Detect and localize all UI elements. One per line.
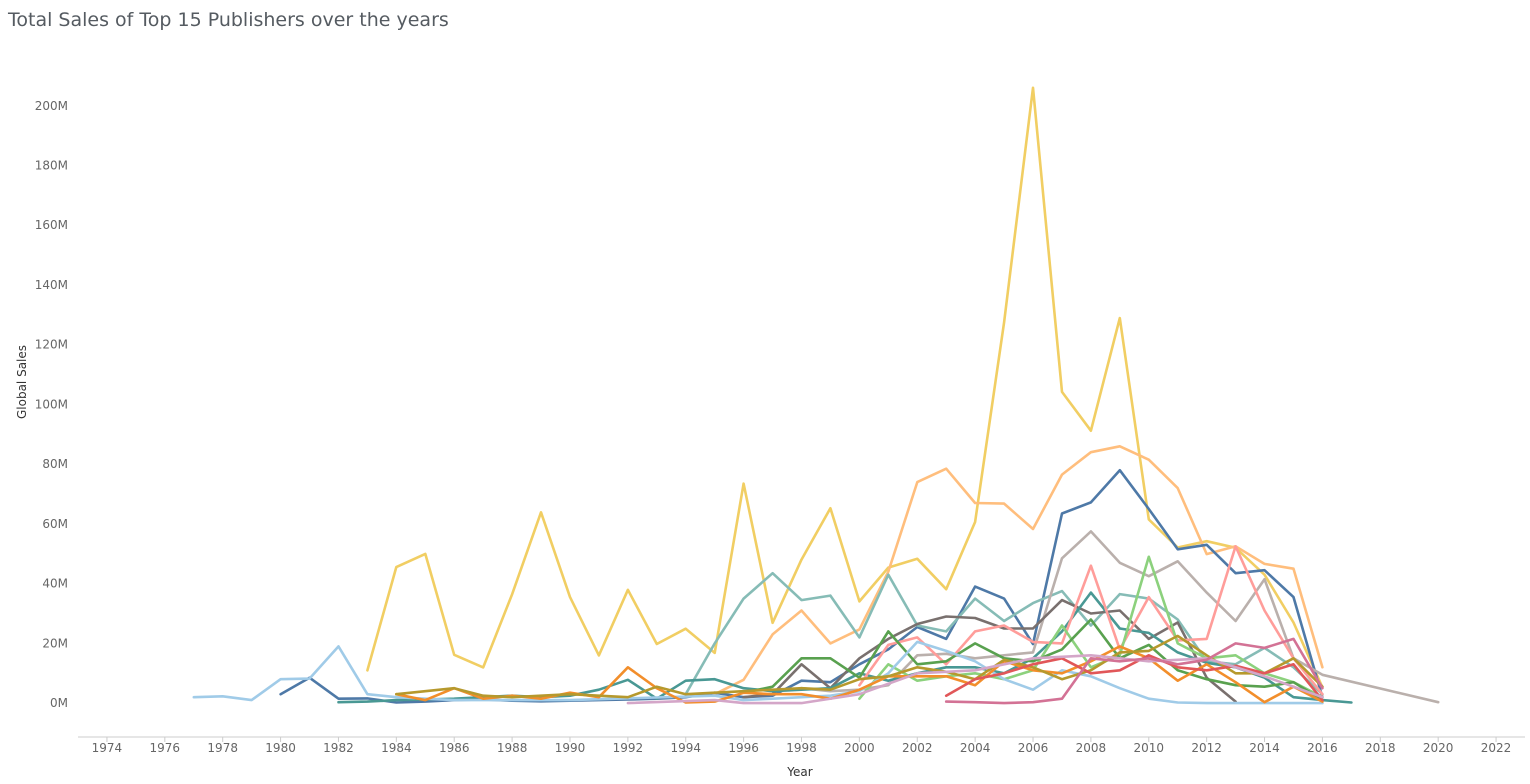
y-tick-label: 20M [42,636,68,650]
y-tick-label: 160M [35,218,68,232]
x-tick-label: 2012 [1191,741,1222,755]
x-tick-label: 2000 [844,741,875,755]
y-tick-label: 180M [35,159,68,173]
series-line-9[interactable] [858,555,1324,701]
x-tick-label: 1998 [786,741,817,755]
x-tick-label: 2018 [1365,741,1396,755]
x-tick-label: 1984 [381,741,412,755]
series-line-3[interactable] [279,468,1324,704]
series-line-16[interactable] [944,637,1324,705]
x-tick-label: 2016 [1307,741,1338,755]
x-tick-label: 2008 [1076,741,1107,755]
y-axis-ticks: 0M 20M 40M 60M 80M 100M 120M 140M 160M 180M 200M [35,99,68,710]
x-tick-label: 2002 [902,741,933,755]
x-tick-label: 1986 [439,741,470,755]
y-tick-label: 140M [35,278,68,292]
x-tick-label: 1988 [497,741,528,755]
series-line-2[interactable] [713,444,1324,696]
series-line-14[interactable] [944,653,1324,702]
y-tick-label: 200M [35,99,68,113]
x-axis-ticks: 1974 1976 1978 1980 1982 1984 1986 1988 1990 1992… [92,737,1512,755]
x-tick-label: 1974 [92,741,123,755]
chart-title: Total Sales of Top 15 Publishers over th… [8,9,449,31]
y-tick-label: 60M [42,517,68,531]
y-tick-label: 0M [50,696,68,710]
y-axis-title: Global Sales [15,345,29,419]
series-layer [192,86,1440,705]
x-tick-label: 1996 [728,741,759,755]
x-tick-label: 2010 [1134,741,1165,755]
x-tick-label: 1980 [265,741,296,755]
x-tick-label: 2006 [1018,741,1049,755]
y-tick-label: 80M [42,457,68,471]
x-axis-title: Year [786,765,812,779]
y-tick-label: 40M [42,577,68,591]
x-tick-label: 1982 [323,741,354,755]
x-tick-label: 2022 [1481,741,1512,755]
x-tick-label: 1994 [670,741,701,755]
series-line-12[interactable] [394,645,1324,704]
axis-layer: 1974 1976 1978 1980 1982 1984 1986 1988 1990 1992… [15,99,1525,779]
x-tick-label: 2020 [1423,741,1454,755]
series-line-15[interactable] [626,653,1324,705]
x-tick-label: 1976 [150,741,181,755]
series-line-1[interactable] [366,86,1324,689]
y-tick-label: 120M [35,338,68,352]
x-tick-label: 1992 [613,741,644,755]
x-tick-label: 2004 [960,741,991,755]
x-tick-label: 1978 [207,741,238,755]
y-tick-label: 100M [35,397,68,411]
x-tick-label: 1990 [555,741,586,755]
series-line-8[interactable] [858,544,1324,696]
series-line-10[interactable] [742,618,1324,702]
x-tick-label: 2014 [1249,741,1280,755]
